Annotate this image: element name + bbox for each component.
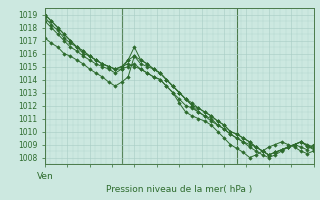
X-axis label: Pression niveau de la mer( hPa ): Pression niveau de la mer( hPa ) bbox=[106, 185, 252, 194]
